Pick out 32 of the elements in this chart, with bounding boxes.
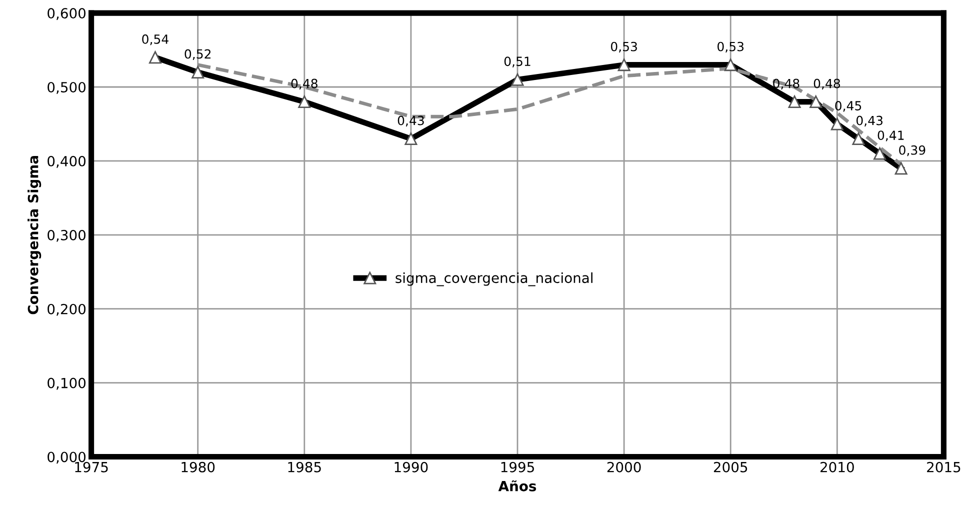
x-tick-label: 1980: [182, 462, 215, 472]
x-tick-label: 2005: [714, 462, 748, 472]
data-label: 0,48: [291, 78, 318, 90]
x-tick-label: 2000: [607, 462, 641, 472]
y-tick-label: 0,100: [48, 378, 86, 390]
data-label: 0,53: [610, 42, 637, 53]
data-label: 0,45: [835, 100, 862, 112]
data-label: 0,52: [184, 49, 211, 60]
y-tick-label: 0,000: [48, 452, 86, 464]
x-tick-label: 1975: [75, 462, 108, 472]
x-axis-title: Años: [498, 480, 536, 492]
data-label: 0,48: [773, 78, 800, 90]
y-tick-label: 0,300: [48, 230, 86, 242]
data-label: 0,48: [814, 78, 840, 90]
y-axis-title: Convergencia Sigma: [28, 156, 42, 314]
x-tick-label: 1995: [501, 462, 534, 472]
x-tick-label: 1990: [394, 462, 428, 472]
x-tick-label: 2015: [927, 462, 960, 472]
y-tick-label: 0,600: [48, 8, 86, 20]
data-label: 0,39: [899, 145, 926, 156]
data-label: 0,43: [398, 116, 424, 127]
data-label: 0,41: [878, 130, 904, 142]
legend-label: sigma_covergencia_nacional: [396, 272, 592, 286]
x-tick-label: 2010: [820, 462, 854, 472]
y-tick-label: 0,500: [48, 82, 86, 94]
y-tick-label: 0,400: [48, 156, 86, 168]
data-label: 0,51: [504, 56, 530, 68]
data-label: 0,53: [718, 42, 744, 53]
data-label: 0,43: [856, 116, 882, 127]
y-tick-label: 0,200: [48, 304, 86, 316]
data-label: 0,54: [142, 34, 168, 46]
x-tick-label: 1985: [288, 462, 321, 472]
